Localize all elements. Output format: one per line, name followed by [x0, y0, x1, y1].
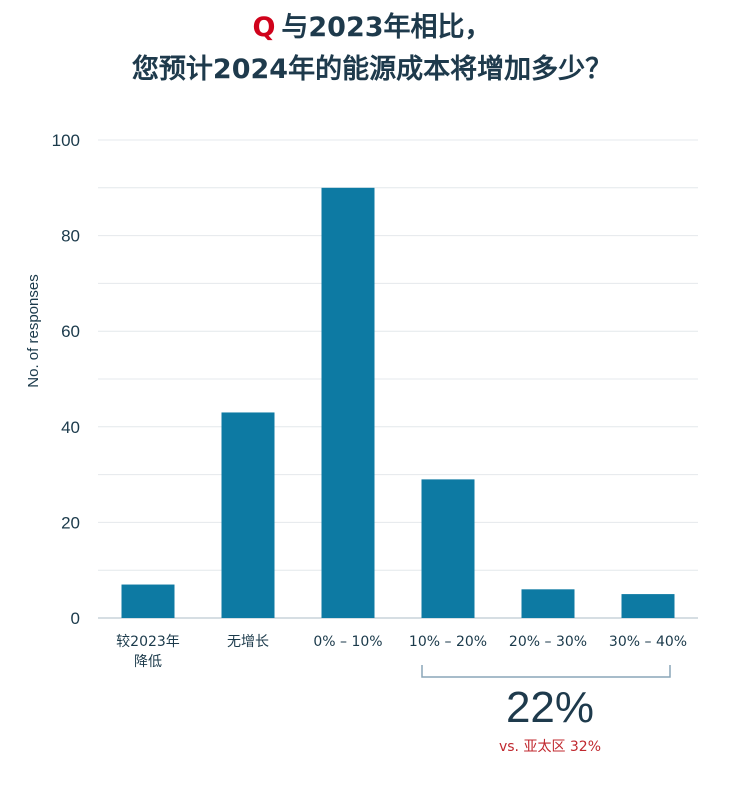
- x-tick-label: 20% – 30%: [509, 634, 587, 650]
- bars-layer: [121, 187, 675, 619]
- callout-comparison: vs. 亚太区 32%: [499, 739, 601, 755]
- y-axis-label: No. of responses: [25, 274, 42, 387]
- x-tick-label: 较2023年: [116, 634, 180, 650]
- bar: [421, 479, 475, 618]
- chart-title-line1: Q 与2023年相比，: [0, 8, 744, 48]
- question-mark-label: Q: [252, 12, 276, 43]
- chart-title-line2: 您预计2024年的能源成本将增加多少？: [131, 54, 613, 85]
- callout-value: 22%: [506, 683, 594, 732]
- bar: [521, 589, 575, 618]
- x-tick-label: 0% – 10%: [313, 634, 382, 650]
- bar: [221, 412, 275, 618]
- x-tick-label: 降低: [134, 654, 162, 670]
- y-tick-label: 40: [61, 418, 80, 437]
- bar: [621, 594, 675, 618]
- y-tick-label: 60: [61, 322, 80, 341]
- x-tick-label: 无增长: [227, 634, 269, 650]
- y-tick-label: 0: [71, 609, 80, 628]
- bar: [121, 584, 175, 618]
- grid-layer: [98, 139, 698, 619]
- title-line1-text: 与2023年相比，: [281, 12, 492, 43]
- x-tick-label: 10% – 20%: [409, 634, 487, 650]
- y-tick-label: 100: [52, 131, 80, 150]
- bar: [321, 187, 375, 619]
- y-tick-label: 20: [61, 513, 80, 532]
- x-tick-label: 30% – 40%: [609, 634, 687, 650]
- y-tick-label: 80: [61, 227, 80, 246]
- callout-bracket: [421, 665, 671, 678]
